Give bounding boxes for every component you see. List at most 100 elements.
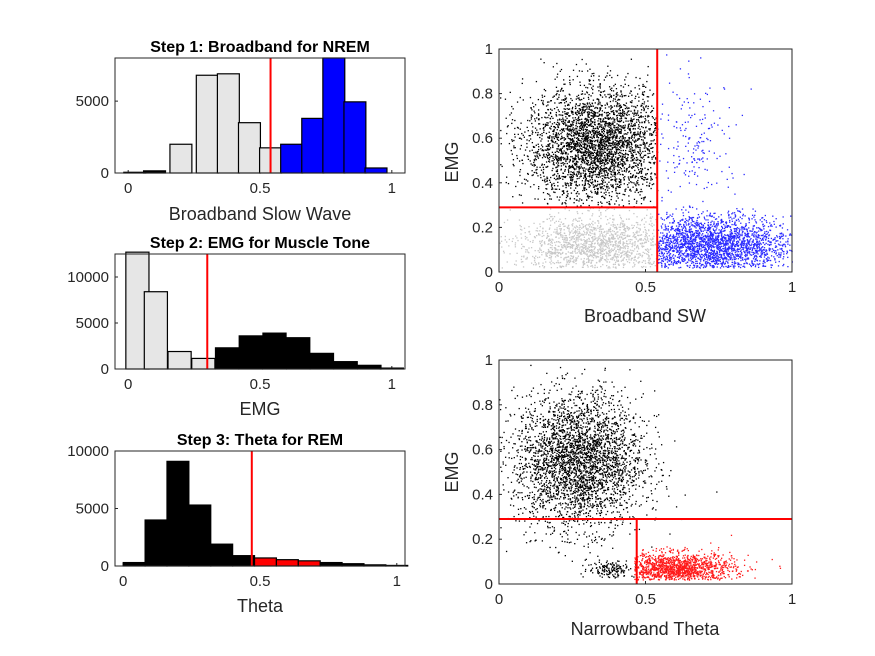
scatter-point <box>533 165 535 167</box>
scatter-point <box>668 243 670 246</box>
scatter-point <box>715 232 717 235</box>
scatter-point <box>727 212 729 214</box>
scatter-point <box>611 106 614 108</box>
scatter-point <box>602 90 604 93</box>
scatter-point <box>584 150 586 152</box>
scatter-point <box>593 114 595 116</box>
scatter-point <box>651 134 654 136</box>
scatter-point <box>587 169 589 171</box>
scatter-point <box>632 128 634 130</box>
scatter-point <box>596 160 598 163</box>
scatter-point <box>733 255 735 258</box>
scatter-point <box>580 175 582 178</box>
scatter-point <box>633 131 635 134</box>
scatter-point <box>680 239 682 242</box>
scatter-point <box>603 167 606 170</box>
scatter-point <box>695 229 697 232</box>
scatter-point <box>610 165 612 168</box>
scatter-point <box>588 93 590 96</box>
scatter-point <box>542 191 545 194</box>
scatter-point <box>630 146 632 148</box>
scatter-point <box>754 210 757 212</box>
scatter-point <box>516 157 519 160</box>
scatter-point <box>781 249 784 252</box>
scatter-point <box>512 196 514 198</box>
scatter-point <box>598 184 601 186</box>
scatter-point <box>722 230 724 232</box>
scatter-point <box>587 161 589 164</box>
scatter-point <box>739 216 741 218</box>
scatter-point <box>541 132 543 135</box>
scatter-point <box>674 236 676 238</box>
scatter-point <box>697 245 699 248</box>
scatter-point <box>620 106 622 108</box>
scatter-point <box>617 183 619 185</box>
scatter-point <box>543 126 545 129</box>
scatter-point <box>618 172 620 174</box>
scatter-point <box>684 226 686 229</box>
scatter-point <box>672 240 675 242</box>
scatter-point <box>593 135 595 138</box>
scatter-point <box>551 184 553 186</box>
scatter-point <box>709 228 711 230</box>
scatter-point <box>622 125 624 127</box>
scatter-point <box>623 115 625 117</box>
scatter-point <box>722 258 724 260</box>
scatter-point <box>590 168 592 170</box>
scatter-point <box>562 142 564 144</box>
scatter-point <box>570 174 572 176</box>
scatter-point <box>638 100 640 102</box>
scatter-point <box>606 157 609 159</box>
scatter-point <box>623 110 625 113</box>
scatter-point <box>734 221 736 223</box>
scatter-point <box>606 132 608 135</box>
scatter-point <box>608 154 610 156</box>
scatter-point <box>768 235 770 237</box>
scatter-point <box>707 261 709 264</box>
scatter-point <box>591 162 594 164</box>
scatter-point <box>635 159 637 161</box>
scatter-point <box>652 107 655 109</box>
scatter-point <box>584 117 587 120</box>
scatter-point <box>644 144 646 146</box>
scatter-point <box>640 203 643 205</box>
scatter-point <box>514 136 516 138</box>
scatter-point <box>609 203 611 206</box>
scatter-point <box>637 131 639 133</box>
scatter-point <box>589 154 591 156</box>
scatter-point <box>595 168 597 170</box>
scatter-point <box>564 123 567 125</box>
scatter-point <box>727 210 730 212</box>
scatter-point <box>713 254 716 257</box>
scatter-point <box>597 193 599 195</box>
scatter-point <box>688 218 691 220</box>
scatter-point <box>697 257 699 260</box>
scatter-point <box>644 117 646 120</box>
scatter-point <box>614 179 616 181</box>
scatter-point <box>643 132 646 135</box>
scatter-point <box>663 242 665 244</box>
scatter-point <box>591 144 593 147</box>
scatter-point <box>695 231 697 233</box>
scatter-point <box>541 179 544 182</box>
scatter-point <box>570 175 573 178</box>
scatter-point <box>698 266 701 269</box>
scatter-point <box>715 262 717 264</box>
scatter-point <box>549 108 552 110</box>
scatter-point <box>684 240 687 242</box>
scatter-point <box>767 225 770 228</box>
scatter-point <box>639 122 641 124</box>
scatter-point <box>668 216 670 218</box>
scatter-point <box>534 198 536 200</box>
scatter-point <box>764 261 766 264</box>
scatter-point <box>698 243 700 245</box>
scatter-point <box>654 157 657 159</box>
scatter-point <box>582 202 584 205</box>
scatter-point <box>757 253 759 255</box>
scatter-point <box>677 245 679 248</box>
scatter-point <box>698 257 700 260</box>
scatter-point <box>614 153 617 155</box>
scatter-point <box>610 107 613 109</box>
scatter-point <box>675 262 677 265</box>
